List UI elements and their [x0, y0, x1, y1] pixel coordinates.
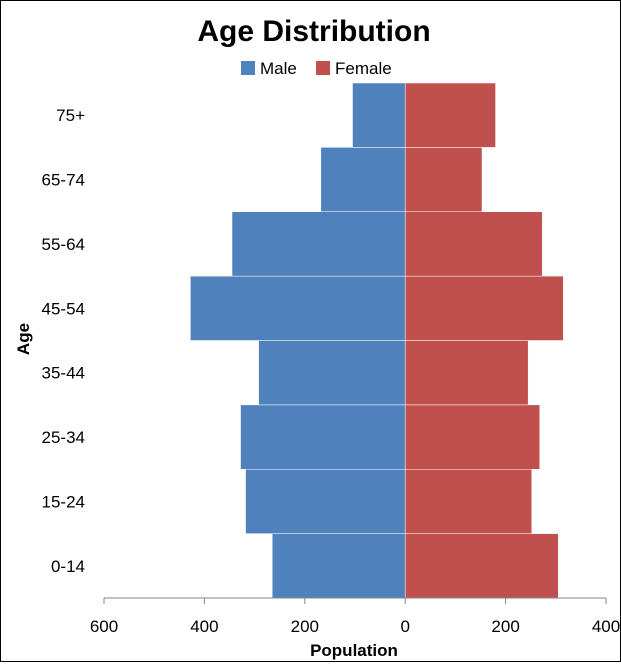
bar-female-65-74 [404, 147, 483, 212]
category-label: 75+ [56, 106, 85, 125]
x-tick-label: 600 [90, 617, 118, 636]
x-tick-label: 400 [190, 617, 218, 636]
bar-female-0-14 [404, 533, 559, 599]
bar-male-25-34 [240, 404, 406, 470]
x-tick-label: 400 [592, 617, 620, 636]
legend: Male Female [241, 59, 392, 78]
legend-swatch-male [241, 61, 255, 75]
bar-male-35-44 [258, 340, 406, 406]
chart-title: Age Distribution [197, 15, 430, 48]
category-label: 35-44 [42, 364, 85, 383]
bar-female-25-34 [404, 404, 540, 470]
category-label: 65-74 [42, 171, 85, 190]
legend-label-male: Male [260, 59, 297, 78]
legend-swatch-female [316, 61, 330, 75]
y-axis-title: Age [14, 323, 33, 355]
category-label: 15-24 [42, 492, 85, 511]
x-tick-label: 0 [400, 617, 409, 636]
bar-female-55-64 [404, 211, 543, 277]
bar-male-55-64 [231, 211, 406, 277]
bar-male-65-74 [320, 147, 406, 212]
x-axis-title: Population [310, 641, 398, 660]
bar-male-0-14 [271, 533, 406, 599]
bar-female-45-54 [404, 275, 564, 341]
bar-female-75+ [404, 82, 496, 148]
bar-female-35-44 [404, 340, 529, 406]
category-label: 25-34 [42, 428, 85, 447]
legend-label-female: Female [335, 59, 392, 78]
bars [190, 82, 564, 599]
category-labels: 0-14 15-24 25-34 35-44 45-54 55-64 65-74 75+ [42, 106, 86, 576]
bar-male-75+ [352, 82, 406, 148]
category-label: 45-54 [42, 299, 85, 318]
x-tick-label: 200 [291, 617, 319, 636]
bar-female-15-24 [404, 469, 532, 534]
x-axis: 600 400 200 0 200 400 [90, 597, 620, 636]
bar-male-45-54 [190, 275, 406, 341]
bar-male-15-24 [245, 469, 406, 534]
category-label: 0-14 [51, 557, 85, 576]
x-tick-label: 200 [491, 617, 519, 636]
category-label: 55-64 [42, 235, 85, 254]
